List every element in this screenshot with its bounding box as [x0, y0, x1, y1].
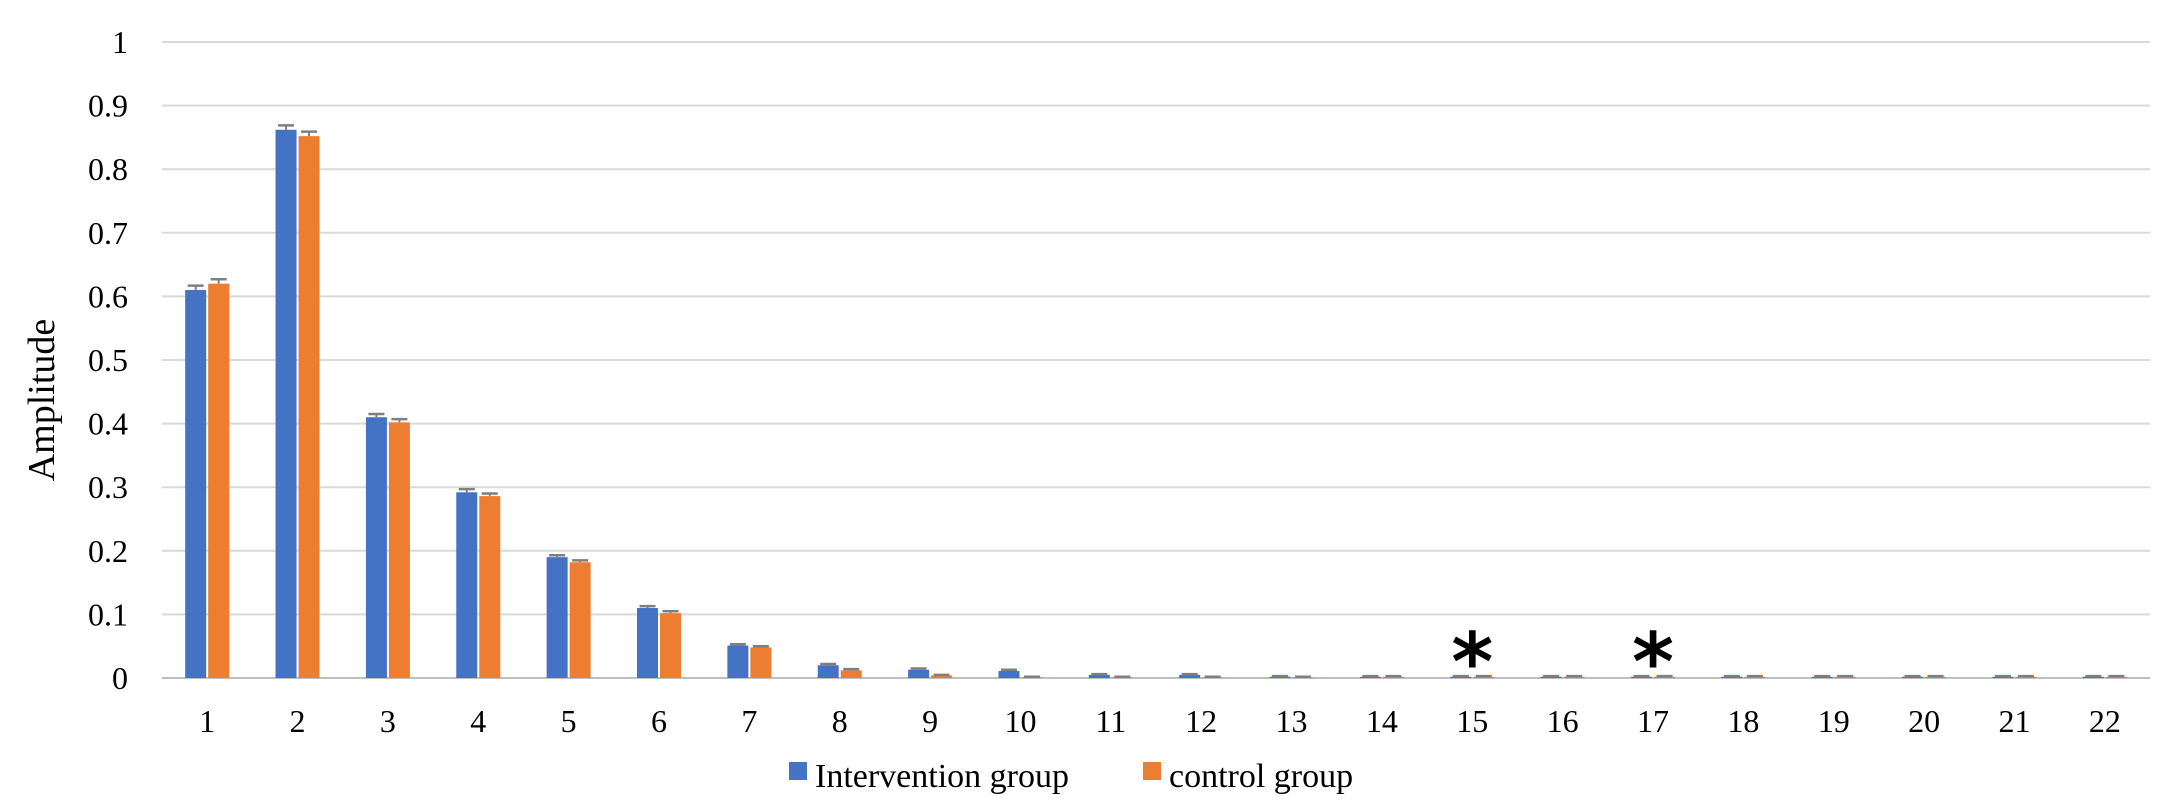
- y-tick-label: 0.4: [88, 406, 128, 442]
- bar-intervention-4: [456, 492, 478, 678]
- error-bars: [187, 124, 2125, 678]
- legend-swatch-control: [1143, 762, 1161, 780]
- bar-control-16: [1563, 676, 1585, 678]
- bar-control-22: [2105, 676, 2127, 678]
- x-tick-label-3: 3: [380, 703, 396, 739]
- bar-intervention-9: [908, 669, 930, 678]
- bar-intervention-20: [1902, 676, 1924, 678]
- bar-intervention-14: [1359, 676, 1381, 678]
- bar-intervention-17: [1631, 676, 1652, 678]
- y-tick-label: 0.6: [88, 278, 128, 314]
- bar-intervention-5: [546, 557, 568, 678]
- bar-control-6: [660, 613, 681, 678]
- bar-intervention-3: [365, 417, 387, 678]
- significance-marker-17: *: [1632, 616, 1674, 709]
- bar-intervention-8: [817, 665, 839, 678]
- y-tick-label: 0.9: [88, 88, 128, 124]
- bar-intervention-11: [1088, 674, 1110, 678]
- y-tick-label: 0.7: [88, 215, 128, 251]
- bar-intervention-16: [1540, 676, 1562, 678]
- y-tick-label: 0.5: [88, 342, 128, 378]
- bar-control-8: [840, 670, 862, 678]
- x-tick-label-9: 9: [922, 703, 938, 739]
- y-axis-ticks: 0 0.1 0.2 0.3 0.4 0.5 0.6 0.7 0.8 0.9 1: [88, 24, 128, 696]
- bar-control-9: [931, 675, 953, 678]
- bar-control-21: [2015, 676, 2037, 678]
- bar-control-18: [1744, 676, 1766, 678]
- x-tick-label-12: 12: [1185, 703, 1217, 739]
- legend-label-intervention: Intervention group: [815, 758, 1069, 795]
- x-tick-label-10: 10: [1004, 703, 1036, 739]
- bar-control-4: [479, 496, 501, 678]
- bar-intervention-13: [1269, 676, 1291, 678]
- x-tick-label-21: 21: [1998, 703, 2030, 739]
- x-tick-label-8: 8: [832, 703, 848, 739]
- annotations: * *: [1451, 616, 1674, 709]
- bar-intervention-1: [185, 290, 207, 678]
- x-tick-label-19: 19: [1818, 703, 1850, 739]
- legend: Intervention group control group: [789, 758, 1353, 795]
- y-tick-label: 0.1: [88, 596, 128, 632]
- significance-marker-15: *: [1451, 616, 1493, 709]
- bar-control-1: [208, 283, 230, 678]
- bar-control-14: [1382, 676, 1404, 678]
- x-tick-label-11: 11: [1095, 703, 1126, 739]
- x-tick-label-16: 16: [1547, 703, 1579, 739]
- x-tick-label-15: 15: [1456, 703, 1488, 739]
- x-tick-label-6: 6: [651, 703, 667, 739]
- bar-control-20: [1925, 676, 1947, 678]
- bar-intervention-15: [1450, 676, 1472, 678]
- x-tick-label-13: 13: [1276, 703, 1308, 739]
- x-tick-label-20: 20: [1908, 703, 1940, 739]
- bar-intervention-22: [2082, 676, 2104, 678]
- x-tick-label-7: 7: [741, 703, 757, 739]
- bar-control-5: [569, 562, 591, 678]
- bar-intervention-19: [1811, 676, 1833, 678]
- x-tick-label-17: 17: [1637, 703, 1669, 739]
- y-tick-label: 0: [112, 660, 128, 696]
- bar-control-17: [1654, 676, 1675, 678]
- bar-intervention-10: [998, 671, 1020, 678]
- x-tick-label-18: 18: [1727, 703, 1759, 739]
- y-tick-label: 0.8: [88, 151, 128, 187]
- x-axis-ticks: 1 2 3 4 5 6 7 8 9 10 11 12 13 14 15 16 17 18 19 20 21 22: [199, 703, 2121, 739]
- x-tick-label-4: 4: [470, 703, 486, 739]
- x-tick-label-5: 5: [561, 703, 577, 739]
- y-tick-label: 0.2: [88, 533, 128, 569]
- bar-control-19: [1834, 676, 1856, 678]
- bar-intervention-18: [1721, 676, 1743, 678]
- bar-intervention-2: [275, 129, 297, 678]
- legend-swatch-intervention: [789, 762, 807, 780]
- x-tick-label-14: 14: [1366, 703, 1398, 739]
- x-tick-label-2: 2: [290, 703, 306, 739]
- bar-intervention-6: [637, 608, 658, 678]
- bar-intervention-21: [1992, 676, 2014, 678]
- y-tick-label: 1: [112, 24, 128, 60]
- bar-intervention-12: [1179, 674, 1201, 678]
- bar-control-3: [388, 422, 410, 678]
- legend-label-control: control group: [1169, 758, 1353, 795]
- bar-control-7: [750, 647, 772, 678]
- y-tick-label: 0.3: [88, 469, 128, 505]
- bars: [185, 129, 2127, 679]
- bar-intervention-7: [727, 645, 749, 678]
- y-axis-label: Amplitude: [21, 319, 63, 482]
- x-tick-label-1: 1: [199, 703, 215, 739]
- bar-control-15: [1473, 676, 1495, 678]
- x-tick-label-22: 22: [2089, 703, 2121, 739]
- bar-control-2: [298, 136, 320, 679]
